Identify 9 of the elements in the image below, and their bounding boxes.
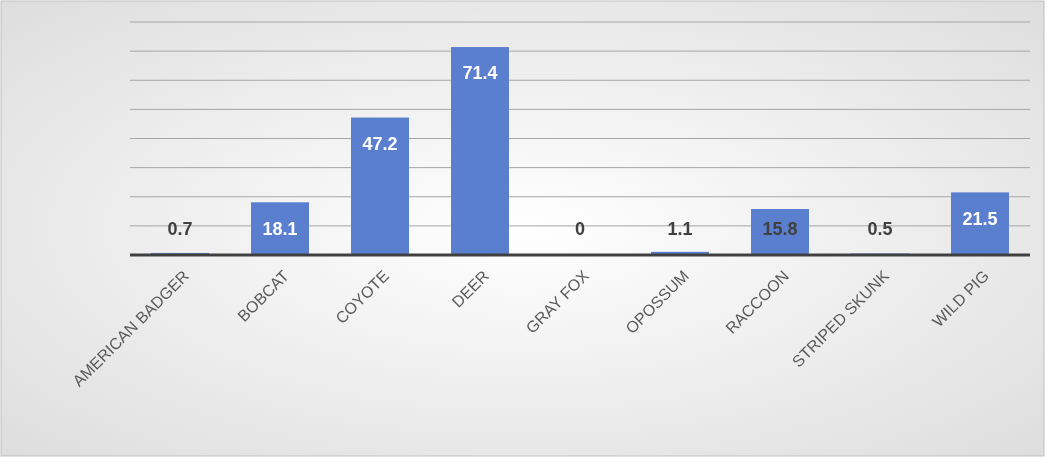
data-label: 21.5 xyxy=(962,208,998,229)
data-label: 15.8 xyxy=(762,219,798,240)
data-label: 0.7 xyxy=(167,219,193,240)
data-label: 47.2 xyxy=(362,133,398,154)
data-label: 71.4 xyxy=(462,63,498,84)
data-label: 18.1 xyxy=(262,218,298,239)
data-label: 1.1 xyxy=(667,219,693,240)
data-label: 0.5 xyxy=(867,219,893,240)
data-label: 0 xyxy=(574,219,586,240)
